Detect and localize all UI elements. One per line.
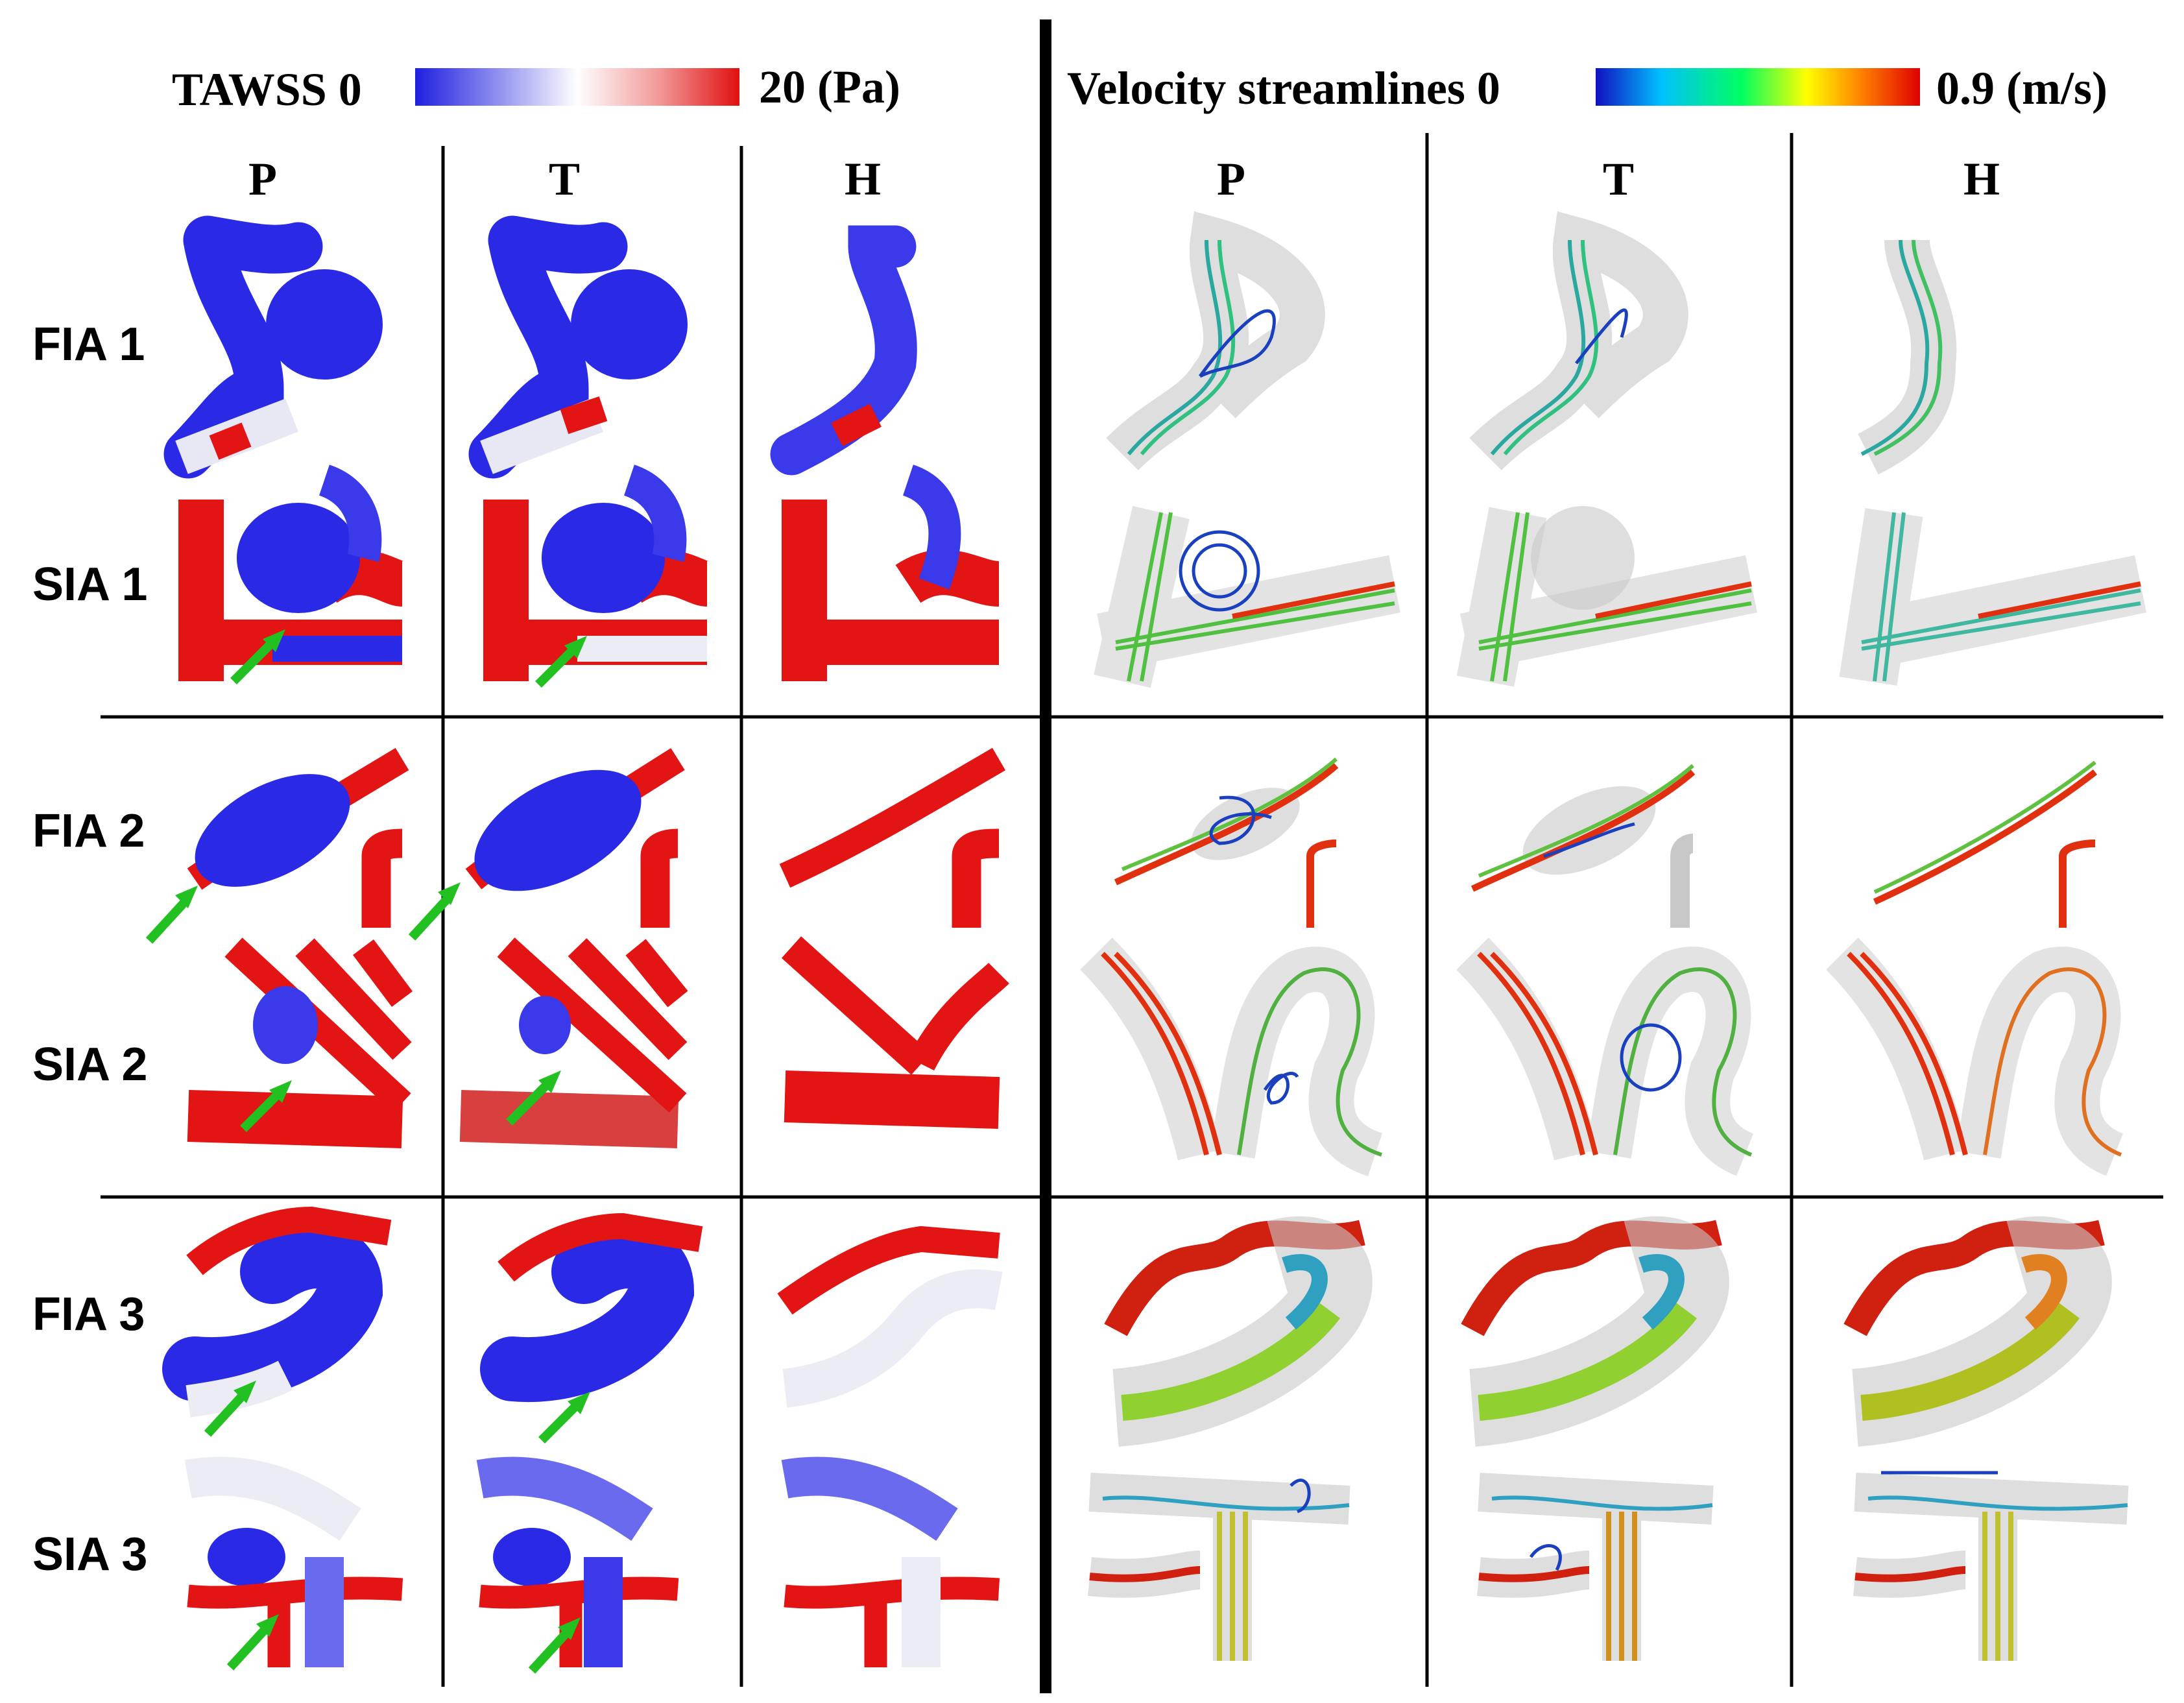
velocity-fia2-t bbox=[1470, 764, 1696, 928]
grid-dividers bbox=[101, 19, 2163, 1693]
velocity-sia1-h bbox=[1839, 508, 2147, 686]
arrow-sia3-p bbox=[226, 1614, 279, 1671]
row-label-sia2: SIA 2 bbox=[32, 1039, 147, 1091]
tawss-fia2-t bbox=[465, 748, 685, 928]
velocity-sia2-t bbox=[1456, 937, 1755, 1176]
tawss-fia1-p bbox=[163, 215, 383, 479]
tawss-sia1-h bbox=[782, 465, 1001, 681]
velocity-fia1-h bbox=[1857, 238, 1957, 475]
velocity-sia3-p bbox=[1088, 1473, 1350, 1661]
tawss-sia1-t bbox=[483, 465, 711, 681]
velocity-legend-max: 0.9 (m/s) bbox=[1936, 62, 2107, 114]
velocity-sia2-p bbox=[1080, 937, 1384, 1177]
velocity-fia2-p bbox=[1114, 757, 1339, 928]
tawss-colorbar bbox=[415, 68, 739, 106]
arrow-fia3-t bbox=[538, 1392, 590, 1443]
tawss-fia1-h bbox=[770, 225, 917, 476]
green-arrows bbox=[145, 629, 590, 1674]
tawss-sia3-h bbox=[781, 1456, 1000, 1667]
arrow-sia2-p bbox=[240, 1080, 292, 1132]
tawss-legend-title: TAWSS 0 bbox=[172, 64, 362, 115]
arrow-sia2-t bbox=[506, 1070, 561, 1126]
velocity-legend-title: Velocity streamlines 0 bbox=[1067, 62, 1500, 114]
tawss-sia3-t bbox=[476, 1456, 679, 1667]
col-header-tawss-h: H bbox=[845, 153, 881, 205]
row-label-fia1: FIA 1 bbox=[32, 319, 145, 370]
tawss-sia3-p bbox=[184, 1456, 403, 1667]
col-header-velocity-t: T bbox=[1603, 153, 1634, 205]
col-header-velocity-p: P bbox=[1217, 153, 1245, 205]
arrow-fia3-p bbox=[204, 1381, 256, 1437]
tawss-sia2-h bbox=[781, 936, 1009, 1129]
tawss-fia3-p bbox=[162, 1206, 392, 1418]
velocity-fia3-p bbox=[1104, 1216, 1373, 1447]
row-label-sia1: SIA 1 bbox=[32, 559, 147, 610]
tawss-legend: TAWSS 0 20 (Pa) bbox=[172, 61, 900, 115]
tawss-sia1-p bbox=[178, 465, 406, 681]
col-header-tawss-t: T bbox=[549, 153, 580, 205]
velocity-fia3-t bbox=[1461, 1216, 1729, 1447]
velocity-fia2-h bbox=[1873, 760, 2098, 928]
column-headers: P T H P T H bbox=[248, 153, 2000, 205]
row-label-fia3: FIA 3 bbox=[32, 1288, 145, 1340]
velocity-legend: Velocity streamlines 0 0.9 (m/s) bbox=[1067, 62, 2107, 114]
velocity-sia2-h bbox=[1826, 937, 2124, 1176]
velocity-sia1-t bbox=[1456, 506, 1758, 687]
tawss-fia3-t bbox=[480, 1213, 703, 1403]
row-labels: FIA 1 SIA 1 FIA 2 SIA 2 FIA 3 SIA 3 bbox=[32, 319, 147, 1580]
velocity-sia3-h bbox=[1853, 1471, 2129, 1661]
velocity-sia3-t bbox=[1477, 1473, 1714, 1661]
arrow-sia1-p bbox=[230, 629, 285, 684]
velocity-sia1-p bbox=[1094, 505, 1400, 688]
velocity-fia1-p bbox=[1106, 211, 1325, 471]
tawss-sia2-p bbox=[187, 937, 413, 1148]
tawss-fia3-h bbox=[777, 1226, 1003, 1408]
velocity-fia3-h bbox=[1843, 1216, 2112, 1447]
velocity-fia1-t bbox=[1469, 211, 1688, 471]
row-label-fia2: FIA 2 bbox=[32, 805, 145, 857]
tawss-panels bbox=[162, 215, 1009, 1667]
col-header-tawss-p: P bbox=[248, 153, 277, 205]
velocity-panels bbox=[1080, 211, 2147, 1661]
tawss-fia1-t bbox=[468, 215, 688, 479]
row-label-sia3: SIA 3 bbox=[32, 1528, 147, 1580]
tawss-fia2-p bbox=[187, 747, 409, 928]
velocity-colorbar bbox=[1596, 68, 1920, 106]
arrow-sia1-t bbox=[535, 636, 587, 688]
tawss-legend-max: 20 (Pa) bbox=[759, 61, 900, 113]
arrow-sia3-t bbox=[528, 1617, 581, 1674]
tawss-sia2-t bbox=[459, 937, 688, 1148]
col-header-velocity-h: H bbox=[1963, 153, 2000, 205]
arrow-fia2-p bbox=[145, 886, 198, 944]
tawss-fia2-h bbox=[779, 747, 1006, 928]
arrow-fia2-t bbox=[408, 882, 461, 941]
